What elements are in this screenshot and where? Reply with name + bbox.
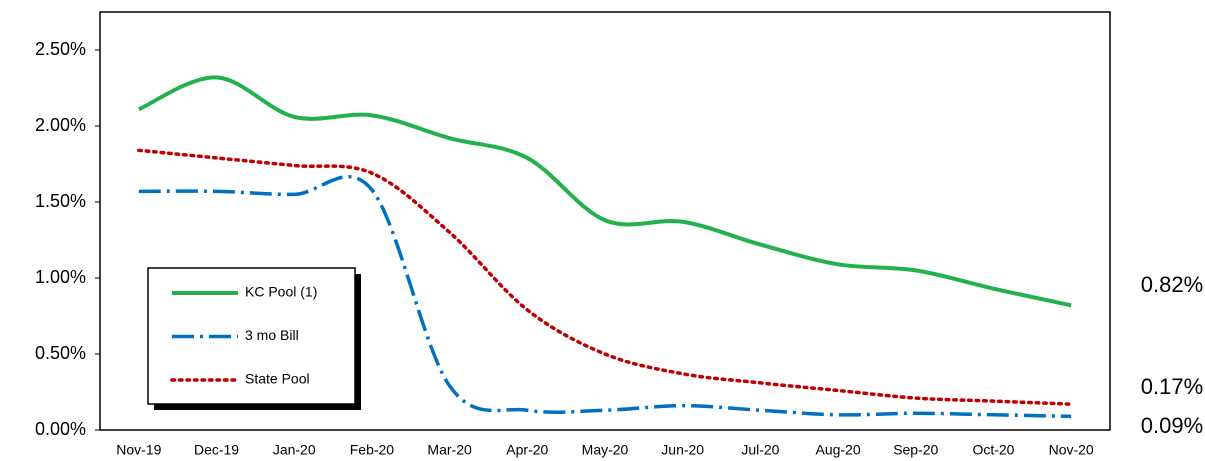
series-line bbox=[138, 175, 1072, 419]
series-group bbox=[137, 75, 1073, 419]
x-tick-label: Nov-19 bbox=[116, 442, 161, 458]
x-tick-label: Nov-20 bbox=[1049, 442, 1094, 458]
x-tick-label: Dec-19 bbox=[194, 442, 239, 458]
x-tick-label: Mar-20 bbox=[427, 442, 472, 458]
x-tick-label: Aug-20 bbox=[815, 442, 860, 458]
x-tick-label: Feb-20 bbox=[350, 442, 395, 458]
y-tick-label: 2.00% bbox=[35, 115, 86, 135]
x-tick-label: Jun-20 bbox=[661, 442, 704, 458]
legend-label: KC Pool (1) bbox=[245, 284, 317, 300]
x-tick-label: Jul-20 bbox=[741, 442, 779, 458]
series-line bbox=[137, 148, 1073, 406]
value-label: 0.09% bbox=[1141, 413, 1203, 438]
y-tick-label: 2.50% bbox=[35, 39, 86, 59]
value-label: 0.17% bbox=[1141, 374, 1203, 399]
legend-label: 3 mo Bill bbox=[245, 327, 299, 343]
plot-frame bbox=[99, 11, 1111, 431]
y-tick-label: 0.00% bbox=[35, 419, 86, 439]
y-tick-label: 1.50% bbox=[35, 191, 86, 211]
x-tick-label: Oct-20 bbox=[972, 442, 1014, 458]
x-tick-label: Apr-20 bbox=[506, 442, 548, 458]
x-tick-label: May-20 bbox=[582, 442, 629, 458]
x-tick-label: Jan-20 bbox=[273, 442, 316, 458]
x-tick-label: Sep-20 bbox=[893, 442, 938, 458]
legend-label: State Pool bbox=[245, 371, 310, 387]
value-label: 0.82% bbox=[1141, 272, 1203, 297]
y-tick-label: 1.00% bbox=[35, 267, 86, 287]
y-tick-label: 0.50% bbox=[35, 343, 86, 363]
series-line bbox=[138, 75, 1072, 308]
